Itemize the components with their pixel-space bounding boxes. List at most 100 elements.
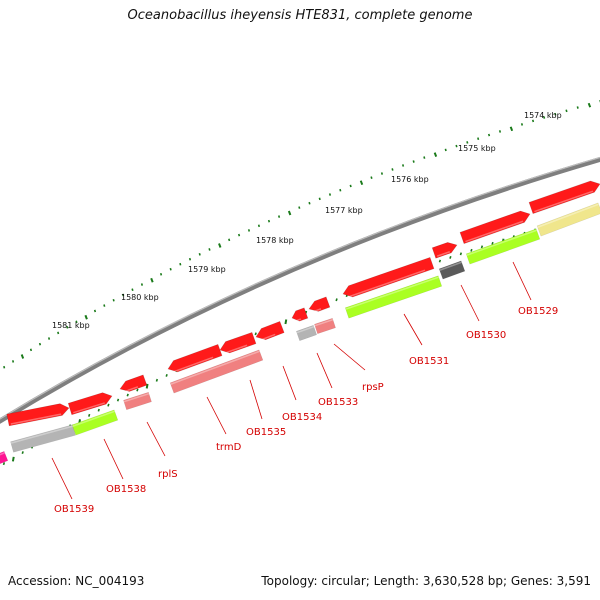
inner-tick-mark — [480, 245, 484, 249]
kbp-tick-mark — [587, 102, 592, 108]
kbp-tick-mark — [257, 224, 261, 228]
cds-arrow — [255, 321, 285, 342]
inner-tick-mark — [470, 248, 473, 252]
kbp-tick-mark — [112, 298, 115, 302]
kbp-tick-mark — [423, 156, 426, 159]
kbp-tick-mark — [20, 354, 25, 359]
kbp-tick-mark — [359, 180, 364, 186]
kbp-tick-mark — [339, 188, 342, 192]
leader-line — [512, 261, 532, 301]
gene-label: OB1538 — [106, 484, 146, 495]
label-leader-lines — [51, 261, 532, 500]
kbp-tick-mark — [328, 193, 332, 196]
kbp-tick-mark — [150, 277, 154, 283]
cds-arrow — [459, 210, 531, 245]
inner-tick-mark — [165, 373, 168, 377]
kbp-tick-mark — [509, 126, 514, 132]
kbp-tick-mark — [267, 219, 271, 223]
inner-tick-mark — [459, 252, 463, 256]
kbp-tick-mark — [159, 272, 163, 276]
kbp-label: 1580 kbp — [121, 293, 159, 302]
kbp-tick-mark — [380, 172, 384, 175]
kbp-tick-mark — [444, 148, 447, 152]
kbp-tick-mark — [412, 160, 415, 163]
kbp-tick-mark — [66, 326, 69, 329]
gene-label: OB1535 — [246, 427, 286, 438]
inner-tick-mark — [126, 393, 129, 397]
gene-label: OB1530 — [466, 330, 506, 341]
cog-box — [438, 260, 466, 280]
inner-tick-mark — [107, 403, 110, 407]
cog-box — [465, 228, 541, 265]
inner-tick-mark — [449, 255, 452, 259]
kbp-tick-mark — [487, 133, 491, 137]
leader-line — [333, 343, 366, 371]
cog-box — [71, 409, 119, 436]
kbp-label: 1575 kbp — [458, 144, 496, 153]
kbp-tick-mark — [47, 337, 51, 340]
cds-arrow — [219, 331, 257, 355]
kbp-label: 1578 kbp — [256, 236, 294, 245]
kbp-tick-mark — [277, 215, 281, 218]
cog-box — [10, 424, 76, 453]
kbp-tick-mark — [247, 229, 251, 232]
cog-box — [536, 202, 600, 237]
inner-tick-mark — [145, 383, 149, 389]
leader-line — [249, 379, 263, 420]
kbp-tick-mark — [349, 184, 352, 188]
map-title: Oceanobacillus iheyensis HTE831, complet… — [127, 8, 473, 23]
kbp-tick-mark — [103, 304, 106, 307]
kbp-tick-mark — [370, 176, 373, 179]
inner-tick-mark — [254, 332, 257, 336]
kbp-tick-mark — [218, 243, 222, 248]
inner-tick-mark — [155, 378, 159, 382]
kbp-label: 1577 kbp — [325, 206, 363, 215]
kbp-tick-mark — [29, 348, 33, 352]
kbp-tick-mark — [84, 314, 88, 320]
gene-features — [0, 180, 600, 465]
cog-box — [0, 451, 9, 465]
cog-box — [123, 391, 152, 411]
leader-line — [403, 313, 423, 346]
kbp-tick-mark — [565, 109, 568, 113]
kbp-tick-mark — [498, 130, 502, 133]
kbp-label: 1579 kbp — [188, 265, 226, 274]
inner-tick-mark — [335, 298, 338, 302]
leader-line — [146, 421, 166, 457]
kbp-tick-mark — [477, 137, 480, 140]
kbp-tick-mark — [38, 342, 42, 346]
leader-line — [51, 457, 73, 500]
kbp-tick-mark — [140, 283, 144, 286]
kbp-tick-mark — [57, 331, 60, 335]
gene-label: OB1534 — [282, 412, 322, 423]
kbp-tick-mark — [75, 320, 78, 324]
kbp-tick-mark — [318, 197, 321, 201]
kbp-tick-mark — [455, 144, 458, 148]
kbp-tick-mark — [131, 288, 134, 292]
kbp-tick-mark — [93, 309, 97, 313]
kbp-tick-mark — [433, 152, 438, 157]
kbp-tick-mark — [179, 262, 182, 266]
cds-arrow — [291, 307, 309, 322]
inner-tick-mark — [438, 259, 442, 263]
kbp-labels: 1574 kbp 1575 kbp 1576 kbp 1577 kbp 1578 kbp… — [52, 111, 562, 330]
inner-tick-mark — [491, 241, 494, 245]
kbp-tick-mark — [391, 168, 394, 171]
accession-text: Accession: NC_004193 — [8, 574, 145, 588]
inner-tick-mark — [2, 462, 6, 466]
kbp-tick-mark — [308, 201, 311, 205]
gene-label: OB1531 — [409, 356, 449, 367]
kbp-tick-mark — [169, 267, 172, 271]
cds-arrow — [528, 180, 600, 215]
inner-tick-mark — [97, 408, 100, 412]
kbp-tick-mark — [237, 233, 241, 237]
kbp-tick-mark — [11, 360, 15, 363]
kbp-tick-mark — [298, 206, 301, 209]
kbp-tick-mark — [208, 248, 211, 251]
gene-label: rpsP — [362, 382, 384, 393]
gene-label: OB1529 — [518, 306, 558, 317]
map-footer: Accession: NC_004193 Topology: circular;… — [8, 574, 591, 592]
cds-arrow — [67, 392, 113, 416]
cog-box — [296, 324, 317, 342]
inner-tick-mark — [284, 319, 288, 325]
